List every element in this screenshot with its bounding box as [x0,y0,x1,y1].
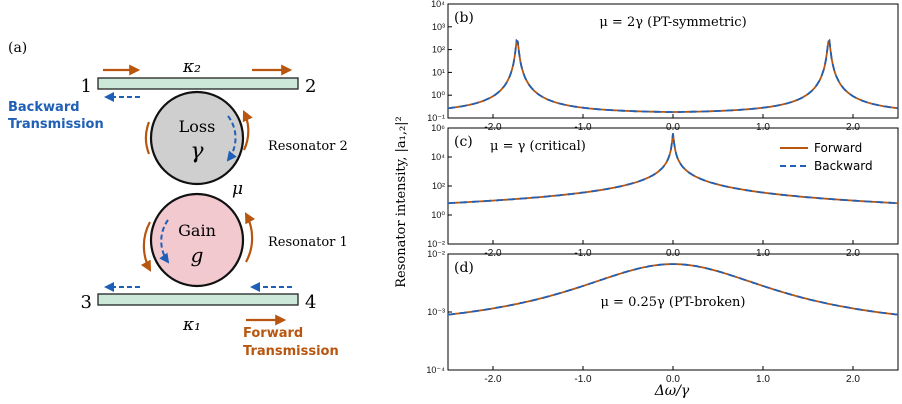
series-line-backward [447,133,899,205]
port-1-label: 1 [81,76,92,97]
x-tick-label: -1.0 [574,374,592,385]
loss-label: Loss [179,117,216,136]
panel-label: (b) [454,10,474,26]
y-axis-label: Resonator intensity, |a₁,₂|² [394,116,409,288]
forward-label-line1: Forward [243,326,303,341]
resonator2-label: Resonator 2 [268,139,348,154]
legend: Forward Backward [780,141,873,173]
panel-label: (d) [454,260,474,276]
y-tick-label: 10⁰ [431,90,445,100]
y-tick-label: 10⁻³ [427,307,445,317]
waveguide-top [97,77,299,90]
y-tick-label: 10⁶ [431,123,445,133]
y-tick-label: 10⁻¹ [427,113,445,123]
y-tick-label: 10³ [432,22,445,32]
y-tick-label: 10⁻² [427,239,445,249]
port-3-label: 3 [81,292,92,313]
loss-resonator [149,90,245,186]
y-tick-label: 10⁴ [431,0,445,9]
x-tick-label: 2.0 [846,374,860,385]
port-2-label: 2 [305,76,316,97]
loss-arrow-left [144,121,151,155]
waveguide-bottom [97,293,299,306]
diagram-panel: (a) 1 2 κ₂ Backward Transmission Loss γ … [8,40,348,359]
y-tick-label: 10² [432,45,445,55]
gain-label: Gain [178,221,216,240]
panel-label: (c) [454,134,473,150]
gain-arrow-inner [159,219,170,264]
kappa1-label: κ₁ [182,315,201,335]
gain-arrow-right [244,212,256,263]
loss-arrow-inner [226,115,237,162]
mu-label: μ [232,179,243,199]
panel-annotation: μ = 0.25γ (PT-broken) [600,295,745,310]
y-tick-label: 10¹ [432,67,445,77]
backward-label-line2: Transmission [8,117,104,132]
x-tick-label: 0.0 [666,374,680,385]
y-tick-label: 10⁻⁴ [426,365,445,375]
plot-frame [447,253,899,371]
gain-symbol: g [191,243,204,267]
gain-resonator [149,192,245,288]
y-tick-label: 10⁰ [431,210,445,220]
y-tick-label: 10² [432,181,445,191]
x-axis-label: Δω/γ [654,383,690,399]
chart-panel-2: -2.0 -1.0 0.0 1.0 2.0 10⁻⁴ 10⁻³ 10⁻² (d) μ = 0.25… [426,249,899,385]
panel-annotation: μ = γ (critical) [490,139,586,154]
x-tick-label: -2.0 [484,374,502,385]
legend-forward-label: Forward [814,141,862,155]
resonator1-label: Resonator 1 [268,235,348,250]
backward-label-line1: Backward [8,100,80,115]
gain-arrow-left [140,221,152,272]
kappa2-label: κ₂ [182,57,201,77]
panel-annotation: μ = 2γ (PT-symmetric) [599,15,746,30]
loss-symbol: γ [190,139,204,164]
panel-label-a: (a) [8,40,27,56]
port-4-label: 4 [305,292,316,313]
series-line-backward [447,38,899,114]
chart-panels: -2.0 -1.0 0.0 1.0 2.0 10⁻¹ 10⁰ 10¹ 10² 10³ 10⁴ (b) μ… [426,0,899,385]
series-line-backward [447,263,899,316]
legend-backward-label: Backward [814,159,873,173]
x-tick-label: 1.0 [756,374,770,385]
y-tick-label: 10⁻² [427,249,445,259]
loss-arrow-right [242,110,253,151]
forward-label-line2: Transmission [243,344,339,359]
y-tick-label: 10⁴ [431,152,445,162]
